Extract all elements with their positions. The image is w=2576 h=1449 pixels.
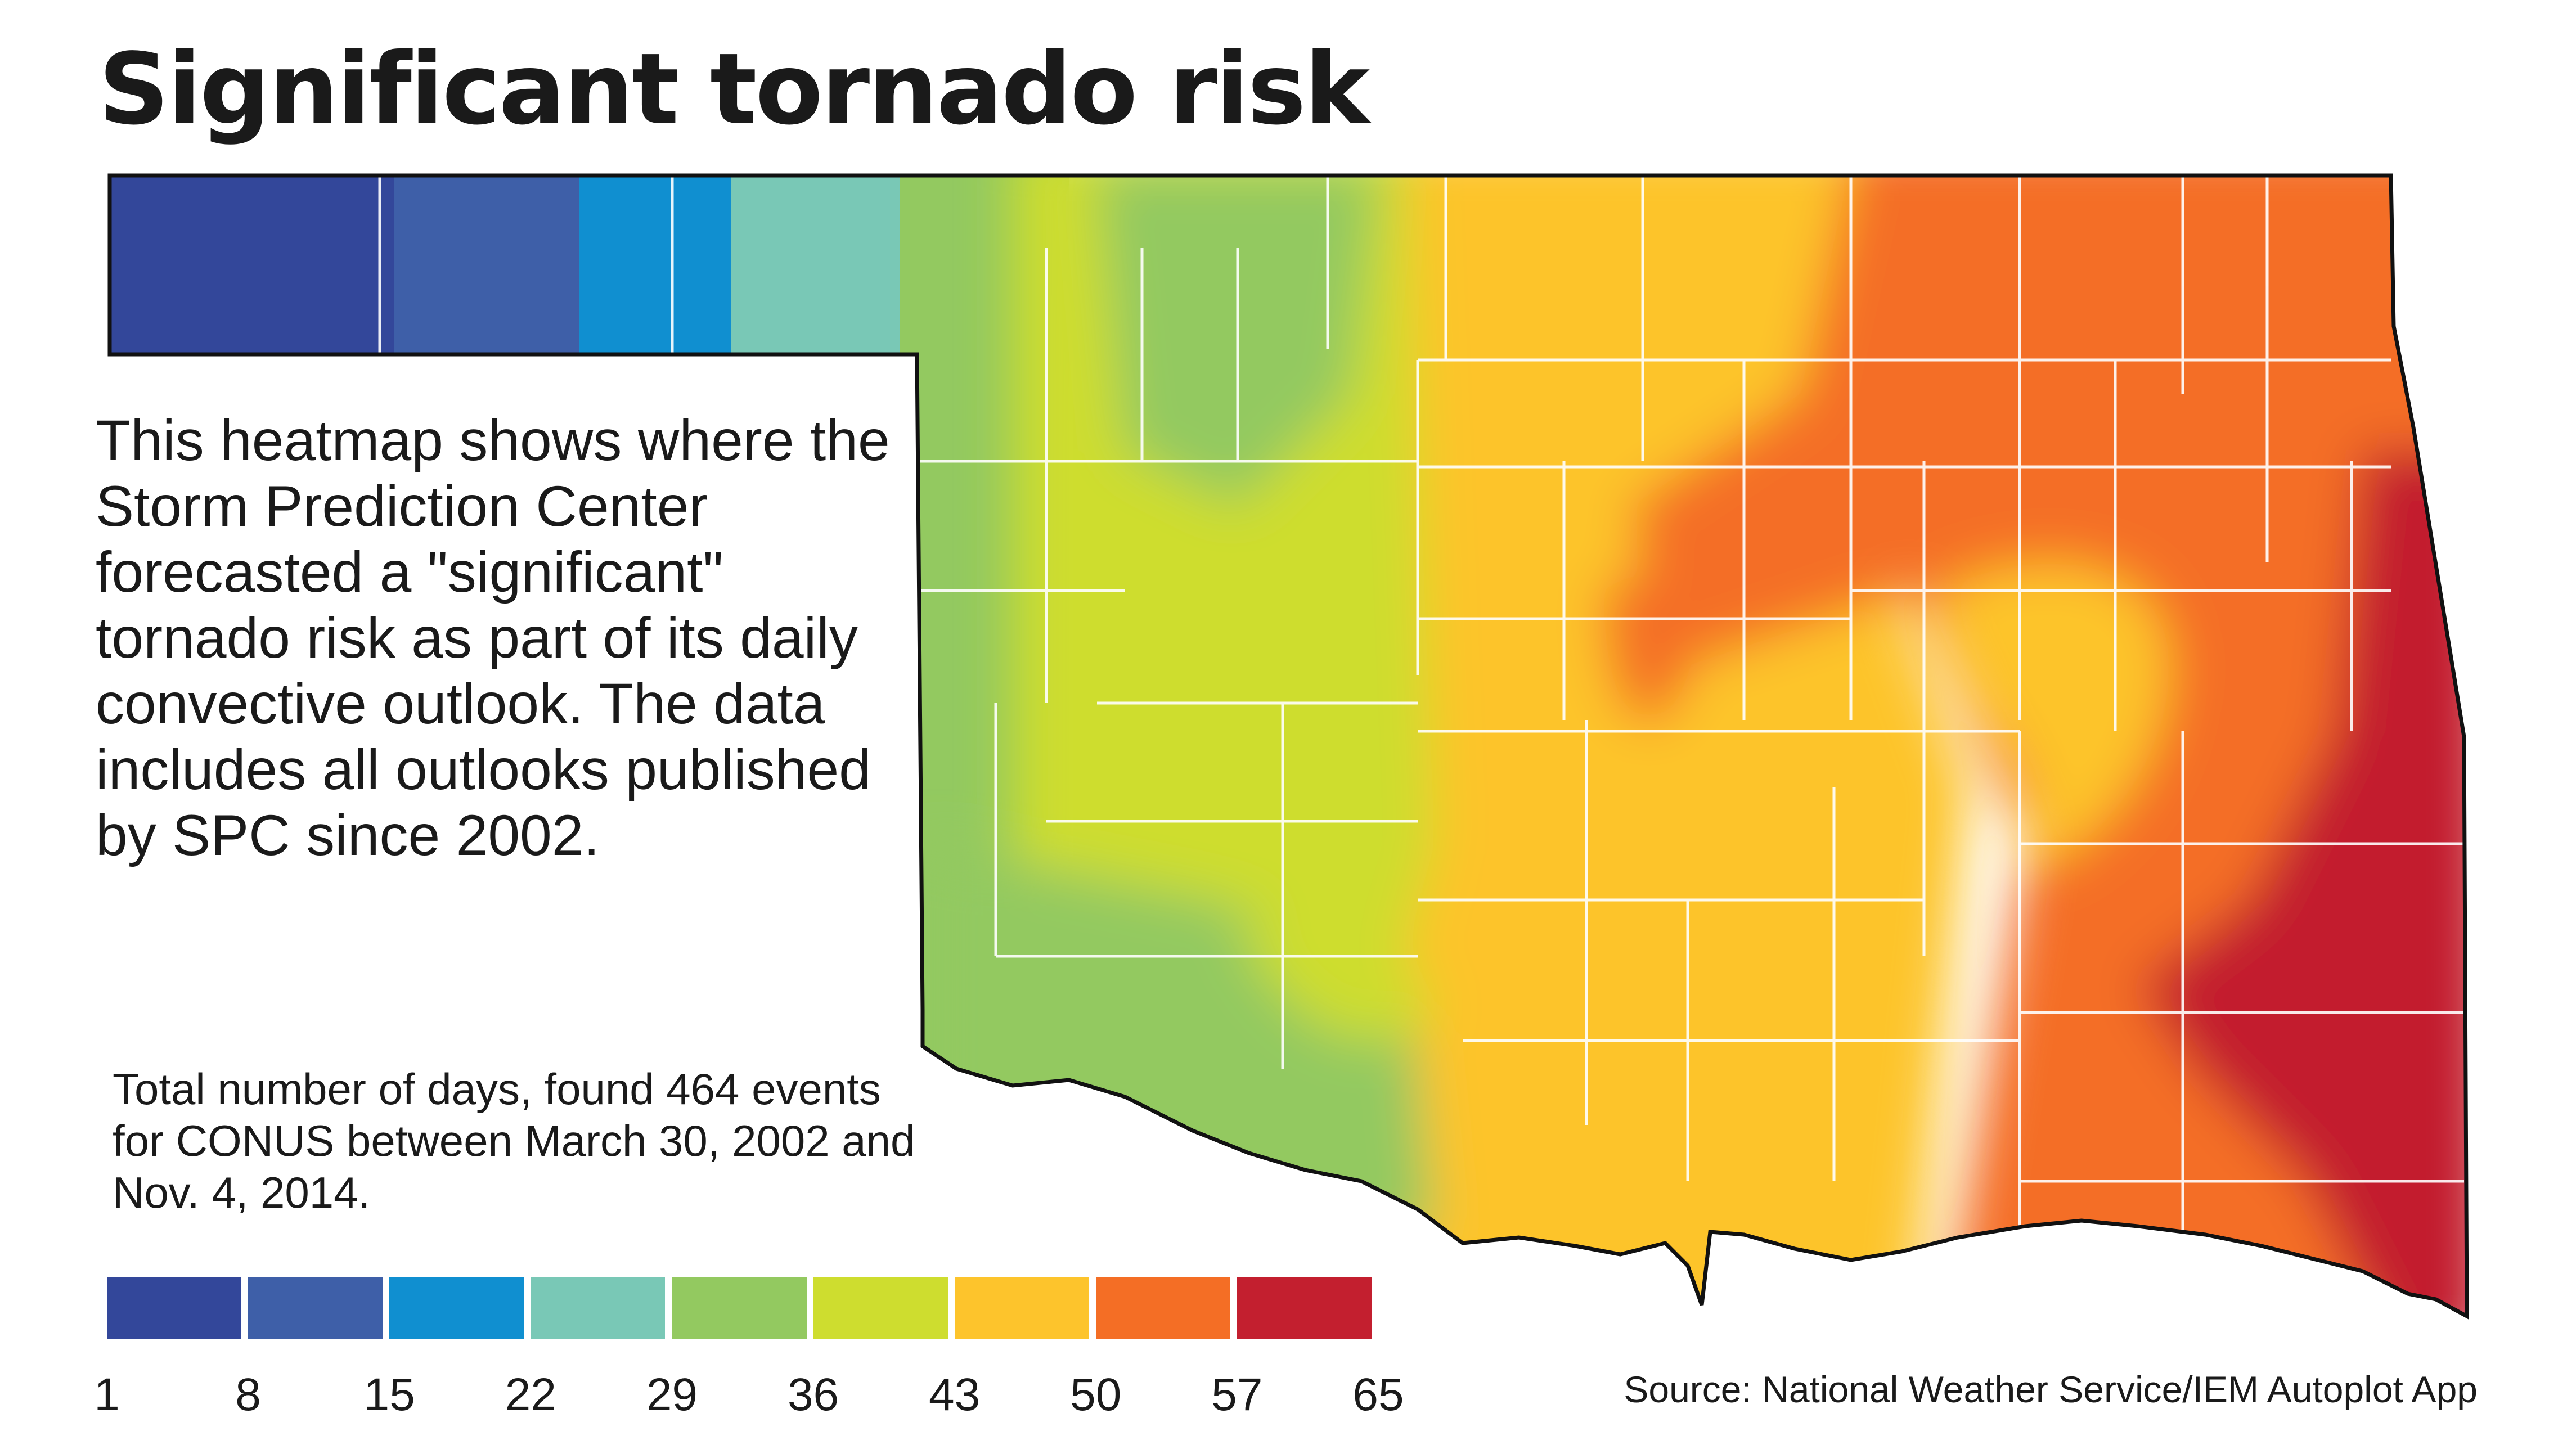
heat-zone-43-island	[1941, 563, 2170, 866]
heat-zone-36-sw	[1238, 917, 1435, 1041]
color-legend: 1 8 15 22 29 36 43 50 57 65	[94, 1277, 1404, 1434]
description-text: This heatmap shows where the Storm Predi…	[96, 408, 890, 867]
oklahoma-outline	[107, 173, 2469, 1320]
legend-swatch	[1095, 1277, 1230, 1339]
legend-tick-label: 29	[646, 1369, 698, 1420]
county-lines-vertical	[994, 176, 2353, 1238]
legend-tick-label: 43	[929, 1369, 981, 1420]
legend-tick-label: 36	[787, 1369, 839, 1420]
legend-swatch	[389, 1277, 524, 1339]
legend-swatch	[1237, 1277, 1372, 1339]
legend-tick-label: 8	[235, 1369, 261, 1420]
heat-zone-50-patch	[1603, 575, 1696, 723]
legend-tick-label: 22	[505, 1369, 556, 1420]
source-credit: Source: National Weather Service/IEM Aut…	[1624, 1369, 2478, 1410]
legend-swatch	[954, 1277, 1089, 1339]
legend-tick-label: 1	[94, 1369, 120, 1420]
legend-tick-label: 57	[1211, 1369, 1263, 1420]
heat-zone-57	[2138, 450, 2467, 1316]
data-note: Total number of days, found 464 events f…	[113, 1064, 915, 1217]
legend-tick-label: 50	[1070, 1369, 1122, 1420]
legend-tick-label: 65	[1352, 1369, 1404, 1420]
legend-swatch	[672, 1277, 807, 1339]
legend-swatch	[107, 1277, 242, 1339]
legend-swatch	[531, 1277, 666, 1339]
county-lines-horizontal	[917, 358, 2464, 1183]
legend-tick-label: 15	[363, 1369, 415, 1420]
chart-title: Significant tornado risk	[98, 33, 1370, 147]
legend-swatch	[248, 1277, 383, 1339]
legend-swatch	[813, 1277, 948, 1339]
